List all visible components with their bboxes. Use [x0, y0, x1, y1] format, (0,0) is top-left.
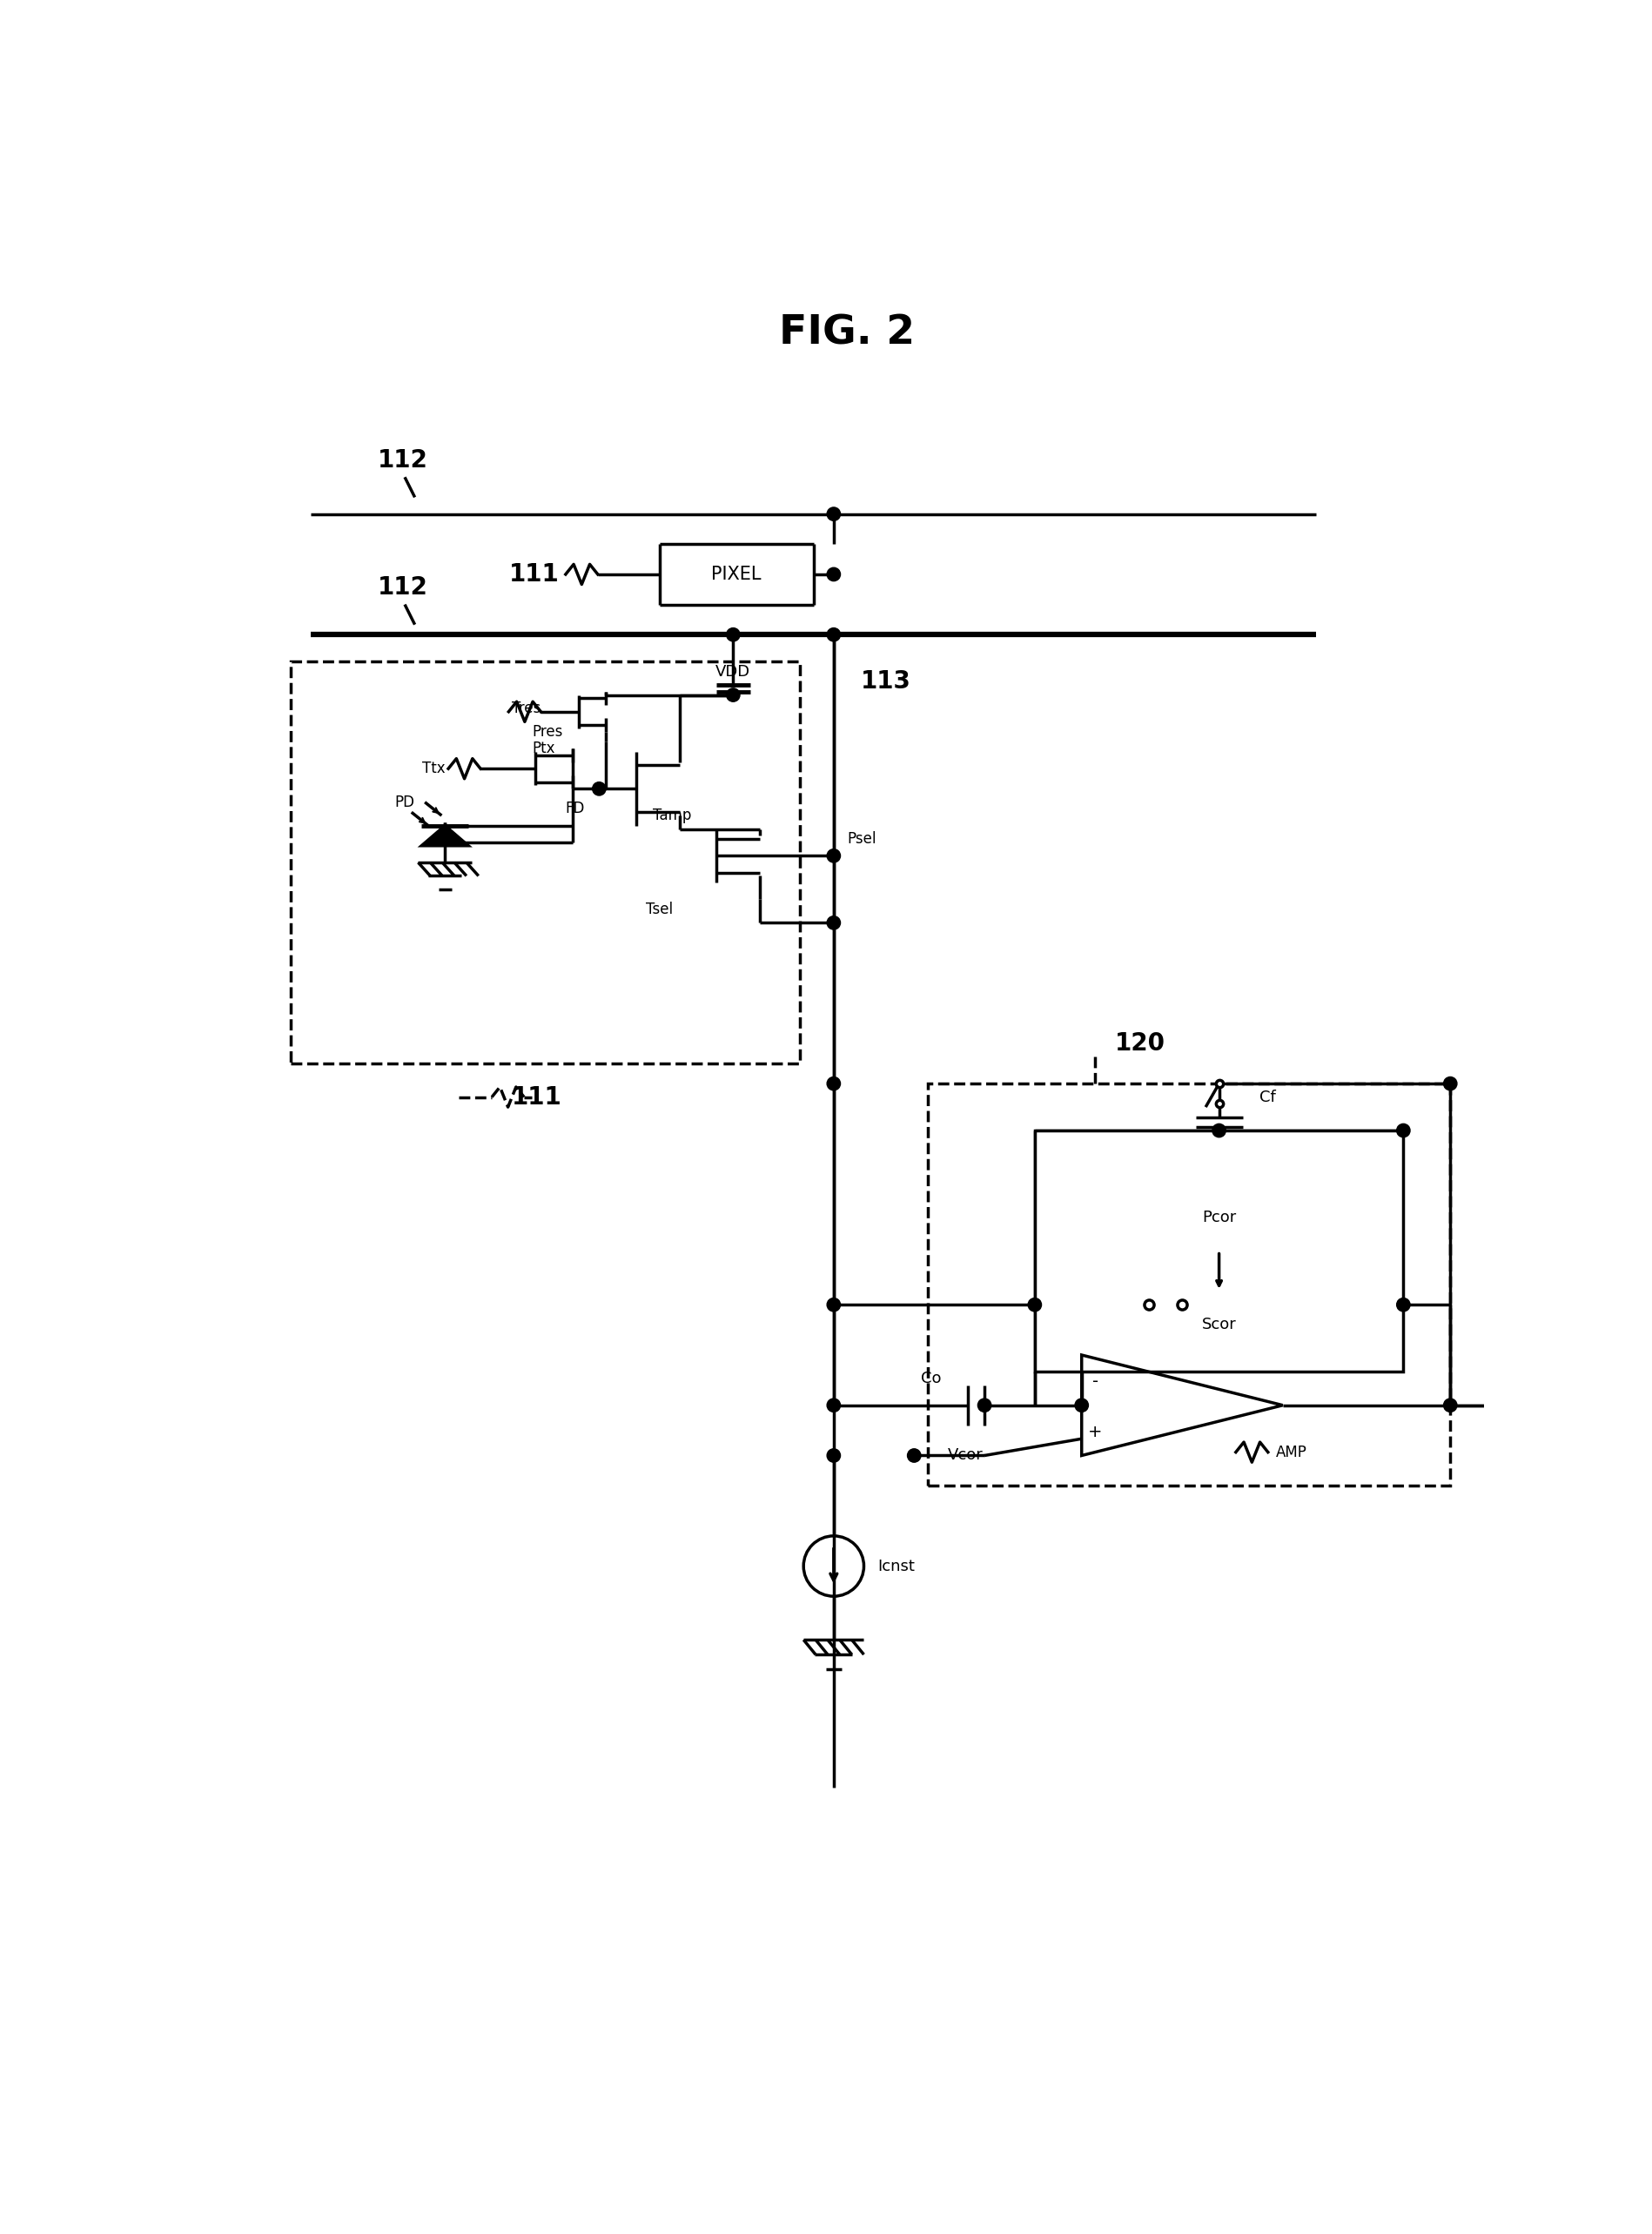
Text: Pres: Pres [532, 724, 563, 739]
Circle shape [826, 849, 839, 862]
Text: 120: 120 [1115, 1032, 1165, 1057]
Circle shape [1396, 1298, 1409, 1311]
Circle shape [978, 1398, 991, 1412]
Text: AMP: AMP [1275, 1445, 1307, 1461]
Bar [1034, 1130, 1403, 1372]
Text: Tres: Tres [512, 701, 540, 717]
Circle shape [1442, 1077, 1455, 1090]
Bar [291, 661, 800, 1063]
Circle shape [826, 1298, 839, 1311]
Circle shape [826, 916, 839, 929]
Text: Cf: Cf [1259, 1090, 1275, 1106]
Circle shape [826, 628, 839, 641]
Text: PIXEL: PIXEL [710, 565, 762, 583]
Text: Icnst: Icnst [877, 1559, 914, 1575]
Text: Scor: Scor [1201, 1318, 1236, 1334]
Circle shape [826, 567, 839, 581]
Text: Tsel: Tsel [646, 903, 672, 918]
Text: -: - [1092, 1374, 1097, 1390]
Text: Co: Co [920, 1372, 940, 1387]
Circle shape [826, 1450, 839, 1463]
Text: Vcor: Vcor [947, 1448, 983, 1463]
Circle shape [826, 507, 839, 521]
Circle shape [1442, 1398, 1455, 1412]
Text: Ttx: Ttx [421, 762, 444, 777]
Text: FIG. 2: FIG. 2 [778, 313, 915, 353]
Text: 112: 112 [378, 449, 428, 474]
Polygon shape [421, 827, 468, 847]
Text: Pcor: Pcor [1201, 1211, 1236, 1226]
Circle shape [826, 1077, 839, 1090]
Bar [927, 1083, 1449, 1486]
Text: 113: 113 [861, 670, 910, 695]
Circle shape [1028, 1298, 1041, 1311]
Text: FD: FD [565, 802, 585, 818]
Circle shape [826, 1398, 839, 1412]
Text: 111: 111 [509, 563, 558, 588]
Text: PD: PD [395, 795, 415, 811]
Text: Psel: Psel [847, 831, 876, 847]
Circle shape [1396, 1124, 1409, 1137]
Circle shape [1074, 1398, 1087, 1412]
Circle shape [591, 782, 606, 795]
Circle shape [1211, 1124, 1226, 1137]
Text: +: + [1087, 1423, 1102, 1441]
Text: Ptx: Ptx [532, 742, 555, 757]
Text: Tamp: Tamp [653, 809, 691, 824]
Circle shape [727, 628, 740, 641]
Text: VDD: VDD [715, 663, 750, 679]
Circle shape [727, 688, 740, 701]
Text: 111: 111 [512, 1086, 562, 1110]
Text: 112: 112 [378, 576, 428, 601]
Circle shape [907, 1450, 920, 1463]
